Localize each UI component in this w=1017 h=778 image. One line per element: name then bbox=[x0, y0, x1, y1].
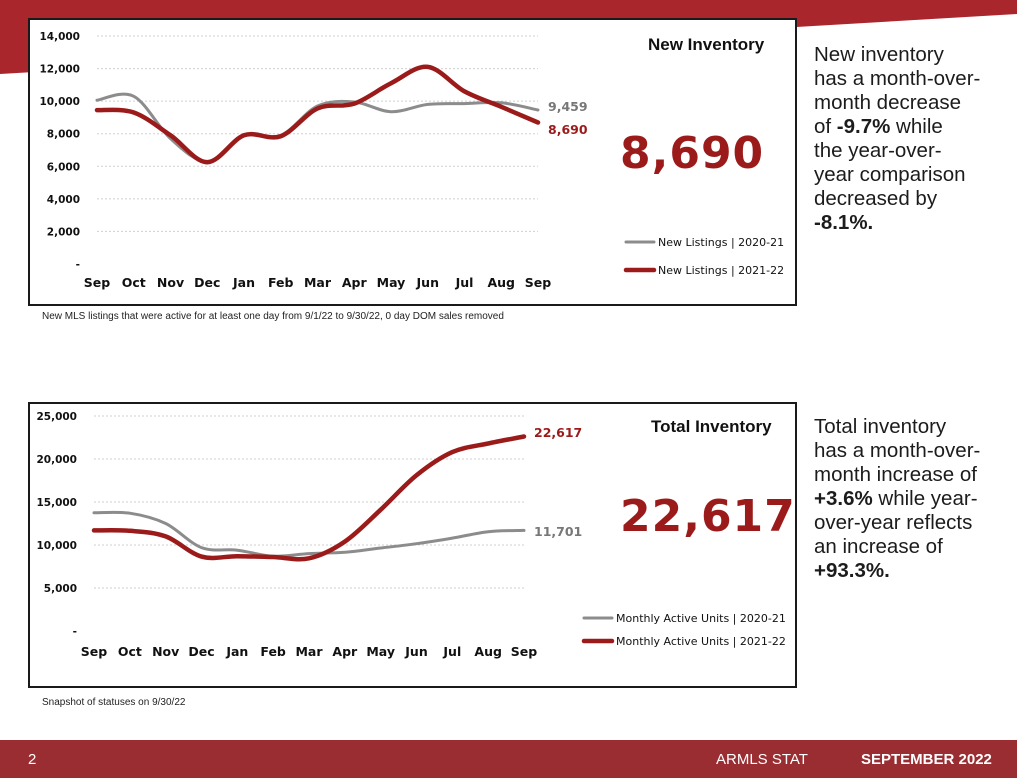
x-tick-label: Jan bbox=[225, 644, 248, 659]
y-tick-label: - bbox=[76, 259, 80, 271]
summary-line: -8.1%. bbox=[814, 211, 980, 235]
end-value-label: 8,690 bbox=[548, 122, 588, 137]
new-inventory-title: New Inventory bbox=[648, 35, 765, 54]
total-inventory-big-value: 22,617 bbox=[620, 491, 796, 542]
total-inventory-chart: - 5,000 10,000 15,000 20,000 25,000 Sep Oct Nov D… bbox=[36, 411, 786, 659]
summary-line: month decrease bbox=[814, 91, 962, 114]
summary-line: of -9.7% while bbox=[814, 115, 980, 139]
summary-line: decreased by bbox=[814, 187, 938, 210]
footer-month: SEPTEMBER 2022 bbox=[861, 751, 992, 768]
summary-line: over-year reflects bbox=[814, 511, 973, 534]
total-inventory-summary: Total inventory has a month-over- month … bbox=[814, 415, 980, 583]
x-tick-label: Dec bbox=[188, 644, 214, 659]
x-tick-label: Feb bbox=[268, 275, 294, 290]
summary-line: year comparison bbox=[814, 163, 966, 186]
summary-text: while year- bbox=[872, 487, 978, 510]
new-inventory-panel: - 2,000 4,000 6,000 8,000 10,000 12,000 14,000 S… bbox=[28, 18, 797, 306]
new-inventory-big-value: 8,690 bbox=[620, 128, 765, 179]
y-tick-label: 4,000 bbox=[47, 194, 80, 206]
y-tick-label: - bbox=[73, 626, 77, 638]
x-tick-label: Jun bbox=[404, 644, 427, 659]
total-inventory-title: Total Inventory bbox=[651, 417, 772, 436]
x-tick-label: Mar bbox=[295, 644, 323, 659]
summary-percent: +3.6% bbox=[814, 487, 873, 510]
series-line-prior-year bbox=[92, 510, 526, 558]
total-inventory-footnote: Snapshot of statuses on 9/30/22 bbox=[42, 697, 186, 708]
x-tick-label: Sep bbox=[525, 275, 551, 290]
y-tick-label: 5,000 bbox=[44, 583, 77, 595]
y-tick-label: 12,000 bbox=[39, 64, 80, 76]
summary-line: an increase of bbox=[814, 535, 943, 558]
series-line-current-year bbox=[94, 64, 541, 165]
x-tick-label: Aug bbox=[474, 644, 502, 659]
x-tick-label: Feb bbox=[260, 644, 286, 659]
summary-percent: -8.1%. bbox=[814, 211, 874, 234]
x-tick-label: Jul bbox=[442, 644, 461, 659]
summary-line: the year-over- bbox=[814, 139, 942, 162]
summary-percent: +93.3%. bbox=[814, 559, 890, 582]
x-tick-label: Aug bbox=[487, 275, 515, 290]
legend-label: Monthly Active Units | 2020-21 bbox=[616, 612, 786, 625]
summary-percent: -9.7% bbox=[836, 115, 891, 138]
x-tick-label: Apr bbox=[332, 644, 358, 659]
summary-line: +3.6% while year- bbox=[814, 487, 980, 511]
legend-label: New Listings | 2021-22 bbox=[658, 264, 784, 277]
y-tick-label: 10,000 bbox=[39, 96, 80, 108]
end-value-label: 9,459 bbox=[548, 99, 588, 114]
x-tick-label: Jan bbox=[232, 275, 255, 290]
x-tick-label: Jul bbox=[455, 275, 474, 290]
x-tick-label: Sep bbox=[84, 275, 110, 290]
x-tick-label: Nov bbox=[157, 275, 184, 290]
x-tick-label: Oct bbox=[118, 644, 142, 659]
y-tick-label: 8,000 bbox=[47, 129, 80, 141]
y-tick-label: 25,000 bbox=[36, 411, 77, 423]
summary-line: Total inventory bbox=[814, 415, 947, 438]
y-tick-label: 10,000 bbox=[36, 540, 77, 552]
y-tick-label: 14,000 bbox=[39, 31, 80, 43]
legend-label: Monthly Active Units | 2021-22 bbox=[616, 635, 786, 648]
summary-line: +93.3%. bbox=[814, 559, 980, 583]
x-tick-label: Apr bbox=[342, 275, 368, 290]
footer-bar: 2 ARMLS STAT SEPTEMBER 2022 bbox=[0, 740, 1017, 778]
new-inventory-chart: - 2,000 4,000 6,000 8,000 10,000 12,000 14,000 S… bbox=[39, 31, 784, 290]
x-tick-label: Jun bbox=[416, 275, 439, 290]
page-number: 2 bbox=[28, 751, 37, 768]
summary-line: has a month-over- bbox=[814, 67, 981, 90]
x-tick-label: May bbox=[366, 644, 395, 659]
series-line-current-year bbox=[91, 434, 527, 562]
x-tick-label: Oct bbox=[122, 275, 146, 290]
summary-text: of bbox=[814, 115, 837, 138]
x-tick-label: Dec bbox=[194, 275, 220, 290]
x-tick-label: May bbox=[377, 275, 406, 290]
end-value-label: 22,617 bbox=[534, 425, 582, 440]
x-tick-label: Sep bbox=[81, 644, 107, 659]
summary-line: month increase of bbox=[814, 463, 977, 486]
x-tick-label: Nov bbox=[152, 644, 179, 659]
summary-text: while bbox=[890, 115, 943, 138]
summary-line: has a month-over- bbox=[814, 439, 981, 462]
x-tick-label: Sep bbox=[511, 644, 537, 659]
legend-label: New Listings | 2020-21 bbox=[658, 236, 784, 249]
summary-line: New inventory bbox=[814, 43, 944, 66]
y-tick-label: 6,000 bbox=[47, 161, 80, 173]
end-value-label: 11,701 bbox=[534, 524, 582, 539]
y-tick-label: 15,000 bbox=[36, 497, 77, 509]
new-inventory-summary: New inventory has a month-over- month de… bbox=[814, 43, 980, 235]
x-tick-label: Mar bbox=[304, 275, 332, 290]
new-inventory-footnote: New MLS listings that were active for at… bbox=[42, 311, 504, 322]
footer-brand: ARMLS STAT bbox=[716, 751, 808, 768]
y-tick-label: 20,000 bbox=[36, 454, 77, 466]
total-inventory-panel: - 5,000 10,000 15,000 20,000 25,000 Sep Oct Nov D… bbox=[28, 402, 797, 688]
y-tick-label: 2,000 bbox=[47, 226, 80, 238]
series-line-prior-year bbox=[95, 92, 540, 163]
